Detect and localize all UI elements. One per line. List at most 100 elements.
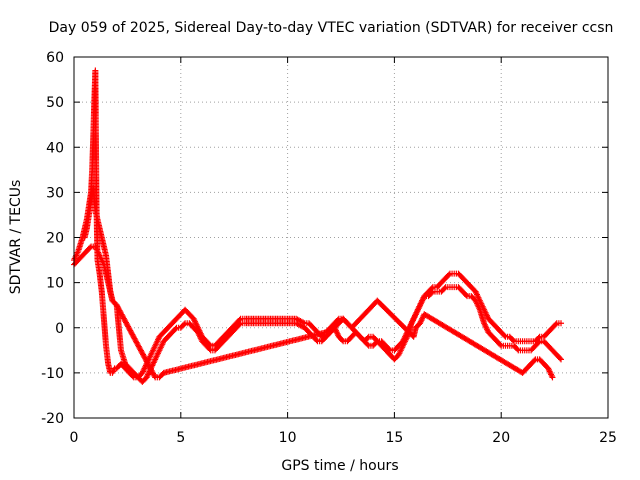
data-point [236,321,243,328]
data-point [462,292,469,299]
data-point [77,254,84,261]
data-point [461,277,468,284]
data-point [303,327,310,334]
data-point [440,277,447,284]
data-point [171,317,178,324]
data-point [543,340,550,347]
data-point [508,342,515,349]
data-point [407,321,414,328]
data-point [158,331,165,338]
data-point [206,346,213,353]
data-point [172,325,179,332]
data-point [466,293,473,300]
data-point [74,249,81,256]
data-point [226,331,233,338]
data-point [509,337,516,344]
data-point [308,322,315,329]
data-point [525,347,532,354]
data-point [535,339,542,346]
data-point [209,347,216,354]
data-point [303,320,310,327]
data-point [534,356,541,363]
data-point [100,242,107,249]
y-tick-label: 50 [46,95,64,111]
data-point [552,321,559,328]
y-tick-label: 0 [55,321,64,337]
data-point [547,345,554,352]
data-point [440,286,447,293]
data-point [461,290,468,297]
chart-title: Day 059 of 2025, Sidereal Day-to-day VTE… [49,20,614,36]
data-point [521,367,528,374]
data-point [548,372,555,379]
x-tick-label: 25 [599,430,617,446]
data-point [555,320,562,327]
data-point [555,354,562,361]
data-point [427,290,434,297]
data-point [235,322,242,329]
data-point [428,289,435,296]
data-point [150,371,157,378]
data-point [531,357,538,364]
data-point [342,317,349,324]
data-point [201,340,208,347]
data-point [124,363,131,370]
y-tick-label: 60 [46,50,64,66]
data-point [367,304,374,311]
data-point [530,345,537,352]
data-point [470,286,477,293]
data-point [466,281,473,288]
data-point [453,270,460,277]
data-point [316,338,323,345]
x-tick-label: 15 [385,430,403,446]
data-point [530,358,537,365]
data-point [151,357,158,364]
data-point [359,313,366,320]
data-point [372,340,379,347]
data-point [414,322,421,329]
y-tick-label: -10 [41,366,64,382]
data-point [346,336,353,343]
data-point [367,333,374,340]
data-point [181,321,188,328]
ticks: 0 5 10 15 20 25 -20 -10 0 10 20 30 40 50 60 [41,50,617,446]
data-point [192,327,199,334]
data-point [339,337,346,344]
data-point [444,272,451,279]
data-point [525,363,532,370]
data-point [436,281,443,288]
data-point [87,244,94,251]
data-point [487,317,494,324]
data-point [350,322,357,329]
y-tick-label: 40 [46,140,64,156]
data-point [154,374,161,381]
data-point [338,336,344,343]
data-point [380,340,387,347]
data-point [151,373,158,380]
data-point [457,272,464,279]
data-point [338,315,344,322]
data-point [453,284,460,291]
data-point [543,363,550,370]
data-point [167,322,174,329]
data-point [132,372,139,379]
data-point [364,334,371,341]
data-point [155,348,162,355]
data-point [457,286,464,293]
data-point [334,316,341,323]
data-point [487,331,494,338]
data-point [320,336,327,343]
data-point [556,355,563,362]
data-point [551,322,558,329]
data-point [441,285,448,292]
y-tick-label: 30 [46,185,64,201]
data-point [128,367,135,374]
data-point [147,353,154,360]
data-point [376,338,383,345]
data-point [110,366,117,373]
data-point [538,338,545,345]
data-point [325,327,332,334]
data-point [416,303,423,310]
data-point [162,336,169,343]
